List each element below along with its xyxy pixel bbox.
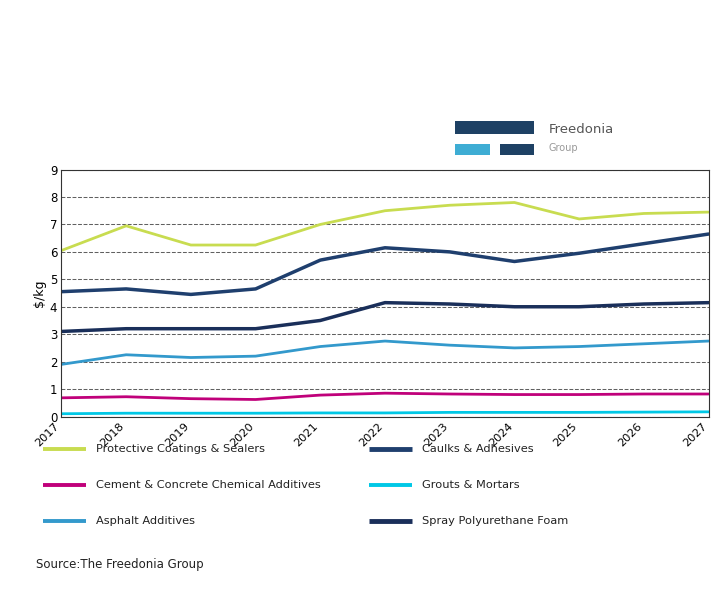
Text: Group: Group: [549, 143, 578, 152]
Bar: [455, 121, 534, 134]
Text: Source:The Freedonia Group: Source:The Freedonia Group: [36, 558, 204, 571]
Text: Cement & Concrete Chemical Additives: Cement & Concrete Chemical Additives: [96, 480, 321, 490]
Text: Protective Coatings & Sealers: Protective Coatings & Sealers: [96, 444, 265, 454]
Text: Grouts & Mortars: Grouts & Mortars: [422, 480, 520, 490]
Y-axis label: $/kg: $/kg: [33, 279, 46, 307]
Text: Figure 3-4.
Global Construction Chemical Product Prices,
2017 – 2027
(dollars pe: Figure 3-4. Global Construction Chemical…: [9, 3, 299, 71]
Bar: [500, 144, 534, 155]
Text: Caulks & Adhesives: Caulks & Adhesives: [422, 444, 534, 454]
Text: Spray Polyurethane Foam: Spray Polyurethane Foam: [422, 516, 568, 526]
Bar: [455, 144, 490, 155]
Text: Asphalt Additives: Asphalt Additives: [96, 516, 195, 526]
Text: Freedonia: Freedonia: [549, 123, 614, 136]
